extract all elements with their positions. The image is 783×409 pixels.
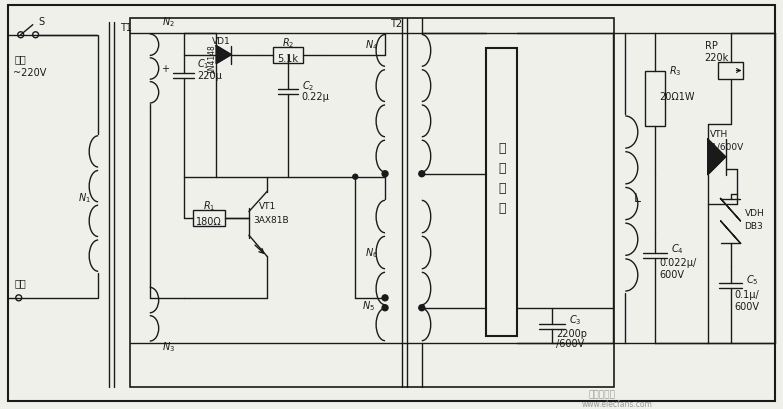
Text: T2: T2 (390, 19, 402, 29)
Text: 管: 管 (498, 202, 506, 215)
Text: 日: 日 (498, 142, 506, 155)
Bar (193, 211, 226, 226)
Text: $C_1$: $C_1$ (197, 58, 210, 72)
Text: VD1: VD1 (212, 37, 231, 46)
Text: /600V: /600V (556, 339, 584, 349)
Text: +: + (161, 63, 168, 74)
Text: $N_3$: $N_3$ (161, 341, 175, 354)
Text: VDH: VDH (745, 209, 764, 218)
Text: 2200p: 2200p (556, 328, 586, 339)
Text: $C_5$: $C_5$ (746, 273, 759, 287)
Text: 0.22μ: 0.22μ (301, 92, 330, 102)
Text: 零线: 零线 (15, 278, 27, 288)
Text: 5.1k: 5.1k (277, 54, 298, 63)
Text: 180Ω: 180Ω (197, 217, 222, 227)
Text: 灯: 灯 (498, 182, 506, 195)
Circle shape (382, 305, 388, 311)
Text: 220μ: 220μ (197, 72, 222, 81)
Bar (486, 48, 517, 335)
Circle shape (419, 171, 424, 177)
Text: 1N4148: 1N4148 (207, 45, 216, 74)
Circle shape (382, 295, 388, 301)
Text: 220k: 220k (705, 53, 729, 63)
Text: 600V: 600V (734, 302, 760, 312)
Circle shape (382, 171, 388, 177)
Bar (130, 18, 615, 387)
Text: 0.022μ/: 0.022μ/ (659, 258, 696, 268)
Polygon shape (216, 46, 231, 63)
Text: 3AX81B: 3AX81B (253, 216, 289, 225)
Text: $N_6$: $N_6$ (365, 246, 378, 260)
Text: 600V: 600V (659, 270, 684, 280)
Text: RP: RP (705, 40, 717, 51)
Text: 光: 光 (498, 162, 506, 175)
Bar (718, 61, 743, 79)
Text: 20Ω1W: 20Ω1W (659, 92, 695, 102)
Text: ~220V: ~220V (13, 68, 46, 79)
Text: 0.1μ/: 0.1μ/ (734, 290, 760, 300)
Bar (272, 47, 303, 63)
Text: $N_4$: $N_4$ (365, 38, 378, 52)
Text: $N_5$: $N_5$ (363, 299, 375, 312)
Text: T1: T1 (120, 23, 132, 33)
Text: DB3: DB3 (745, 222, 763, 231)
Circle shape (353, 174, 358, 179)
Text: S: S (38, 17, 45, 27)
Text: $R_3$: $R_3$ (669, 65, 681, 79)
Text: 相线: 相线 (15, 54, 27, 65)
Text: VTH: VTH (709, 130, 728, 139)
Text: $R_1$: $R_1$ (203, 200, 215, 213)
Bar (645, 72, 665, 126)
Text: L: L (634, 192, 641, 205)
Text: $N_1$: $N_1$ (78, 192, 91, 205)
Polygon shape (720, 221, 741, 243)
Text: 电子发烧友: 电子发烧友 (589, 391, 615, 400)
Text: $C_4$: $C_4$ (671, 242, 684, 256)
Text: VT1: VT1 (259, 202, 276, 211)
Polygon shape (720, 198, 741, 221)
Text: $C_2$: $C_2$ (301, 79, 314, 93)
Text: $R_2$: $R_2$ (282, 36, 294, 49)
Text: 1A/600V: 1A/600V (705, 142, 744, 151)
Text: $C_3$: $C_3$ (568, 313, 581, 326)
Polygon shape (708, 139, 726, 175)
Text: $N_2$: $N_2$ (161, 15, 175, 29)
Circle shape (419, 305, 424, 311)
Text: www.elecfans.com: www.elecfans.com (582, 400, 652, 409)
